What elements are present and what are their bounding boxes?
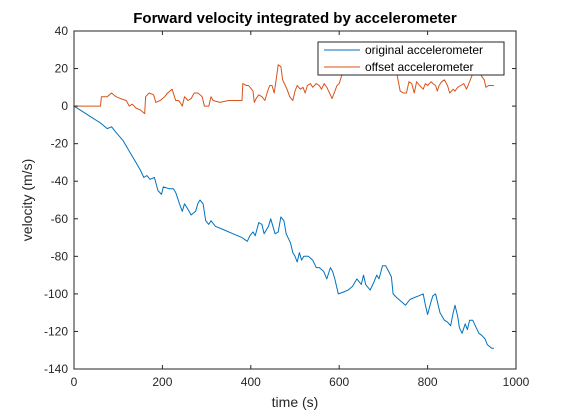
y-tick-label: 20 [55, 62, 69, 76]
y-tick-label: -120 [44, 324, 68, 338]
legend: original accelerometer offset accelerome… [317, 41, 505, 76]
y-tick-label: -100 [44, 287, 68, 301]
legend-label-original: original accelerometer [365, 43, 483, 57]
x-tick-label: 200 [152, 375, 172, 389]
plot-area [74, 31, 516, 369]
x-tick-label: 0 [71, 375, 78, 389]
x-tick-label: 1000 [503, 375, 530, 389]
y-tick-label: -40 [51, 174, 69, 188]
y-tick-label: -60 [51, 212, 69, 226]
x-tick-label: 600 [329, 375, 349, 389]
axes-box [73, 30, 517, 370]
chart-title: Forward velocity integrated by accelerom… [133, 10, 457, 27]
y-tick-label: 0 [61, 99, 68, 113]
series-line-original-accelerometer [73, 105, 494, 349]
series-line-offset-accelerometer [74, 64, 494, 115]
x-axis-label: time (s) [272, 394, 319, 410]
x-axis-ticks: 0 200 400 600 800 1000 [71, 31, 530, 389]
x-tick-label: 800 [418, 375, 438, 389]
legend-box [317, 41, 505, 76]
y-tick-label: 40 [55, 24, 69, 38]
y-tick-label: -80 [51, 249, 69, 263]
x-tick-label: 400 [241, 375, 261, 389]
y-axis-label: velocity (m/s) [19, 159, 35, 241]
series-layer [73, 64, 494, 349]
y-tick-label: -140 [44, 362, 68, 376]
y-axis-ticks: 40 20 0 -20 -40 -60 -80 -100 -120 -140 [44, 24, 516, 376]
legend-label-offset: offset accelerometer [365, 60, 474, 74]
y-tick-label: -20 [51, 137, 69, 151]
